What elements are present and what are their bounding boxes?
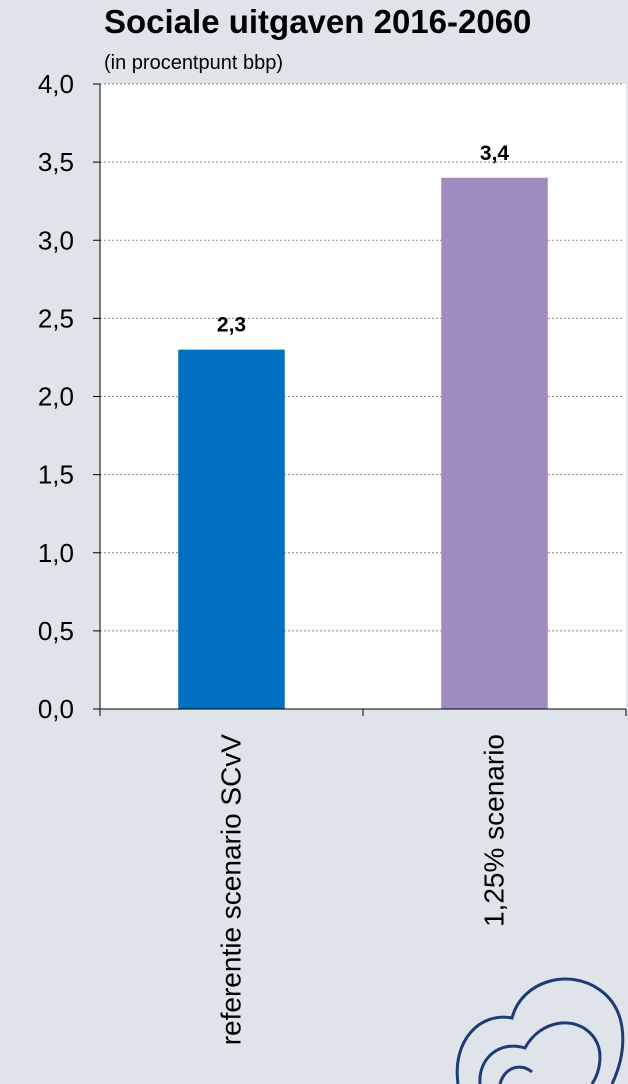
y-tick-label: 0,0	[38, 694, 74, 724]
data-label: 3,4	[480, 142, 510, 165]
logo-inner-swirl	[478, 1021, 602, 1084]
chart-subtitle: (in procentpunt bbp)	[104, 52, 284, 74]
y-tick-label: 2,5	[38, 303, 74, 333]
chart-title: Sociale uitgaven 2016-2060	[104, 3, 532, 40]
data-label: 2,3	[217, 314, 246, 337]
y-tick-label: 1,0	[38, 538, 74, 568]
bar-1	[178, 349, 285, 709]
axes	[93, 83, 627, 716]
category-label: 1,25% scenario	[479, 734, 510, 927]
logo-center-swirl	[498, 1065, 533, 1084]
y-tick-label: 1,5	[38, 460, 74, 490]
labels: 0,0 0,5 1,0 1,5 2,0 2,5 3,0 3,5 4,0 2,3 referentie…	[38, 69, 510, 1045]
category-label: referentie scenario SCvV	[216, 734, 247, 1046]
logo-outline	[455, 977, 625, 1084]
logo-mark	[455, 977, 625, 1084]
y-tick-label: 3,5	[38, 147, 74, 177]
bar-2	[441, 177, 548, 709]
y-tick-label: 4,0	[38, 69, 74, 99]
y-tick-label: 0,5	[38, 616, 74, 646]
y-tick-label: 2,0	[38, 382, 74, 412]
y-tick-label: 3,0	[38, 225, 74, 255]
bars	[178, 177, 548, 709]
